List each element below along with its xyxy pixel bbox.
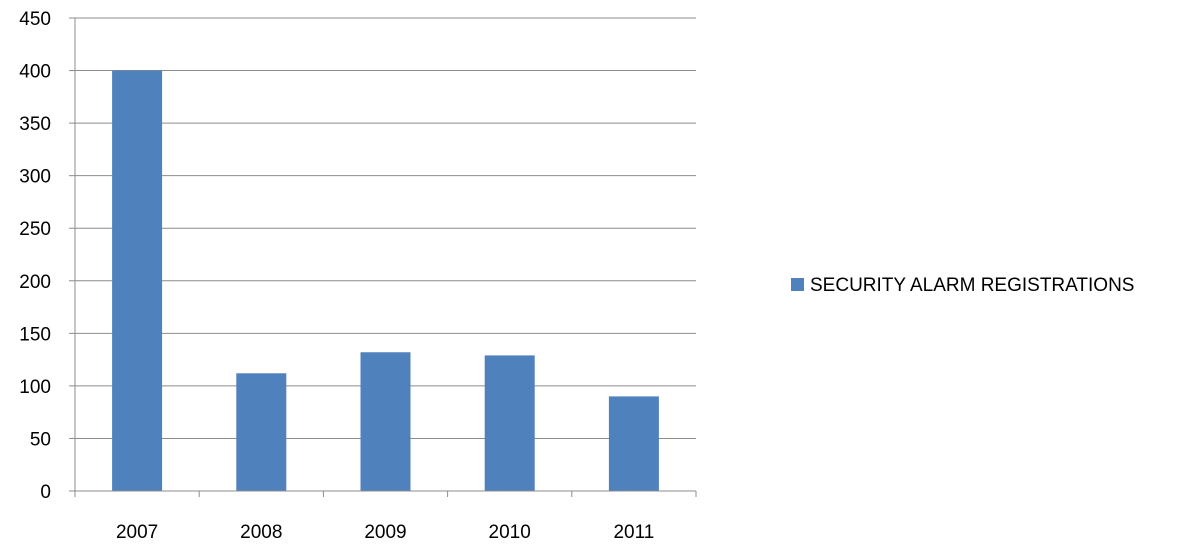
x-tick-label: 2010 [489,522,531,543]
y-tick-label: 0 [40,482,51,503]
gridlines [75,17,696,439]
y-tick-label: 450 [19,9,51,30]
x-tick-label: 2009 [364,522,406,543]
axes [74,18,696,492]
bar-2008 [236,373,287,491]
bar-2010 [484,355,535,491]
y-tick-label: 50 [30,429,51,450]
legend: SECURITY ALARM REGISTRATIONS [791,275,1134,296]
bar-2009 [360,352,411,491]
y-axis-ticks: 0 50 100 150 200 250 300 350 400 450 [19,9,75,503]
x-axis-ticks: 2007 2008 2009 2010 2011 [74,491,697,543]
y-tick-label: 400 [19,62,51,83]
y-tick-label: 350 [19,114,51,135]
x-tick-label: 2011 [613,522,654,543]
y-tick-label: 200 [19,272,51,293]
legend-swatch [791,278,804,291]
x-tick-label: 2008 [240,522,282,543]
x-tick-label: 2007 [116,522,158,543]
y-tick-label: 250 [19,219,51,240]
y-tick-label: 150 [19,324,51,345]
bars [112,70,659,492]
y-tick-label: 100 [19,377,51,398]
bar-2007 [112,70,163,492]
legend-label: SECURITY ALARM REGISTRATIONS [810,275,1134,296]
bar-2011 [608,396,659,491]
y-tick-label: 300 [19,167,51,188]
